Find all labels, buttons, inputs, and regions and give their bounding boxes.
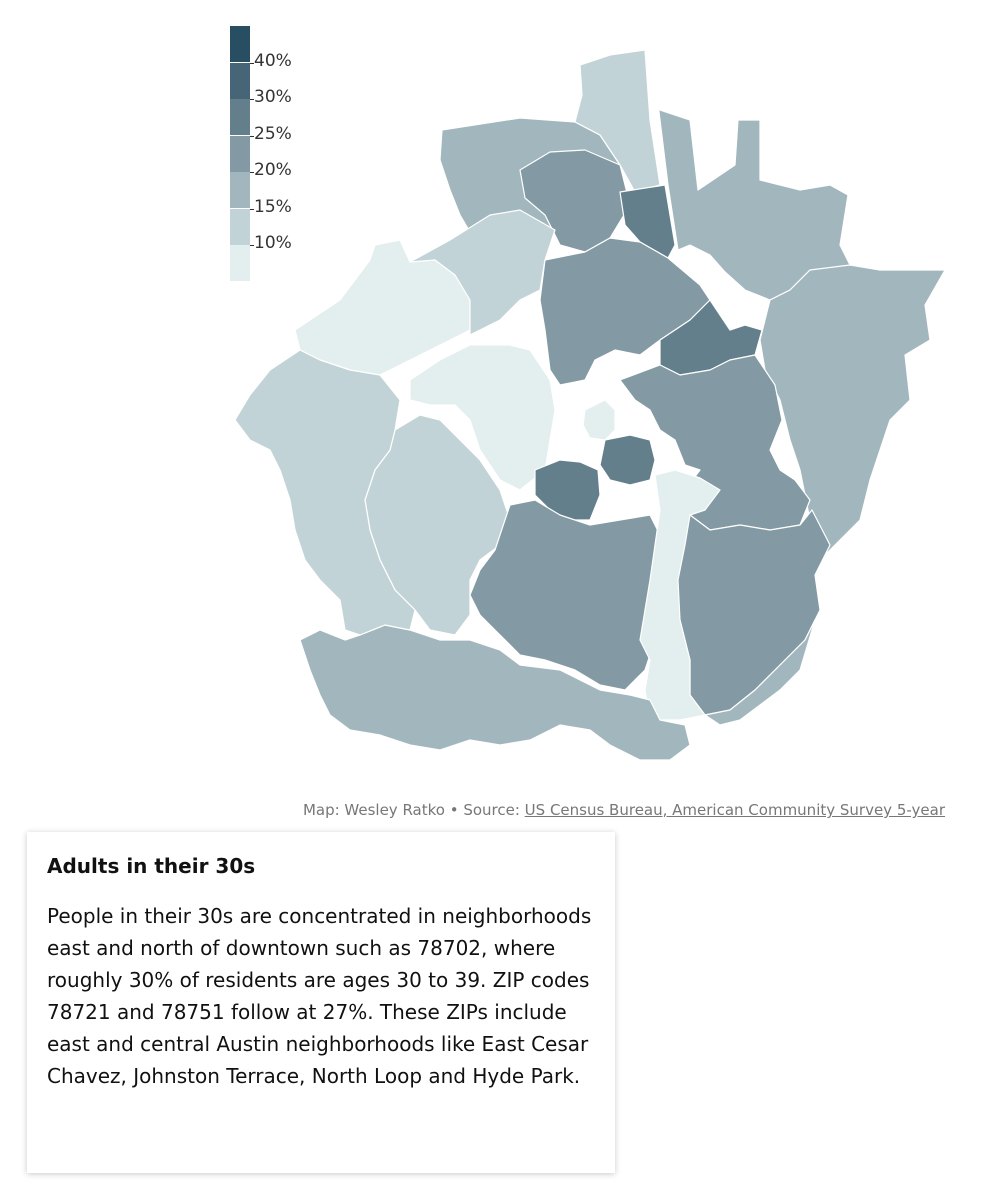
south-large-zip <box>299 624 691 761</box>
legend-swatch <box>230 208 250 245</box>
east-cesar-chavez-zip <box>599 434 656 486</box>
southeast-airport-zip <box>674 509 831 716</box>
choropleth-map: 40% 30% 25% 20% 15% 10% <box>230 26 946 761</box>
southeast-large-zip <box>704 619 816 726</box>
legend-label: 15% <box>254 196 292 217</box>
legend-label: 40% <box>254 50 292 71</box>
legend-tick <box>250 245 254 246</box>
downtown-zip <box>582 399 616 441</box>
card-body: People in their 30s are concentrated in … <box>47 904 592 1088</box>
legend-tick <box>250 172 254 173</box>
legend-swatch <box>230 135 250 172</box>
card-title: Adults in their 30s <box>47 854 256 878</box>
legend-tick <box>250 208 254 210</box>
northeast-large-zip <box>649 49 851 301</box>
map-svg <box>234 49 946 761</box>
legend-label: 25% <box>254 123 292 144</box>
credit-prefix: Map: Wesley Ratko • Source: <box>302 801 525 819</box>
legend-tick <box>250 99 254 100</box>
legend-swatch <box>230 62 250 99</box>
info-card: Adults in their 30s People in their 30s … <box>27 832 615 1173</box>
map-credit: Map: Wesley Ratko • Source: US Census Bu… <box>303 801 945 819</box>
legend-label: 30% <box>254 87 292 107</box>
far-east-zip <box>759 264 946 561</box>
legend-tick <box>250 62 254 64</box>
legend-swatch <box>230 99 250 135</box>
source-link[interactable]: US Census Bureau, American Community Sur… <box>524 801 945 819</box>
legend-label: 20% <box>254 160 292 180</box>
legend-swatch <box>230 172 250 208</box>
legend-tick <box>250 135 254 137</box>
west-hills-zip <box>409 209 556 336</box>
south-corridor-zip <box>639 469 721 721</box>
northcentral-band-zip <box>539 237 711 386</box>
far-west-zip <box>234 349 416 636</box>
legend-swatch <box>230 26 250 62</box>
south-central-zip <box>469 499 661 691</box>
legend-swatch <box>230 245 250 281</box>
zilker-zip <box>534 459 601 521</box>
legend-label: 10% <box>254 233 292 253</box>
